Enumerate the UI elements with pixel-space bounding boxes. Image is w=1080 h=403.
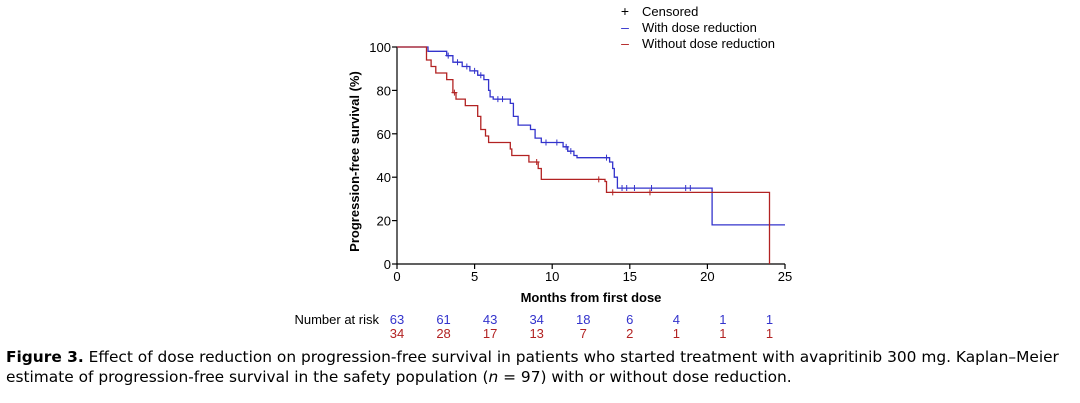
curve-without-dose-reduction [397, 46, 771, 264]
caption-n-symbol: n [488, 368, 499, 386]
chart: 0 20 40 60 80 100 0 5 10 15 20 25 Months from first … [294, 3, 792, 341]
axes: 0 20 40 60 80 100 0 5 10 15 20 25 Months from first … [347, 40, 792, 305]
risk-count-without: 34 [390, 326, 404, 341]
risk-count-without: 1 [766, 326, 773, 341]
censor-mark [553, 139, 560, 146]
legend-symbol: + [621, 3, 629, 19]
risk-count-with: 61 [436, 312, 450, 327]
censor-mark [499, 96, 506, 103]
censor-mark [631, 185, 638, 192]
x-axis-title: Months from first dose [521, 290, 662, 305]
risk-count-without: 2 [626, 326, 633, 341]
risk-table: Number at risk 63346128431734131876241111… [294, 312, 773, 341]
risk-count-without: 7 [580, 326, 587, 341]
censor-mark [445, 52, 452, 59]
censor-mark [687, 185, 694, 192]
risk-count-with: 34 [529, 312, 543, 327]
censor-mark [477, 72, 484, 79]
censor-mark [533, 159, 540, 166]
caption-text-end: = 97) with or without dose reduction. [498, 368, 792, 386]
censor-mark [454, 59, 461, 66]
legend: + Censored– With dose reduction– Without do… [621, 3, 775, 51]
censor-mark [463, 63, 470, 70]
x-tick-label: 15 [623, 269, 637, 284]
risk-count-without: 1 [673, 326, 680, 341]
caption-label: Figure 3. [6, 348, 84, 366]
x-tick-label: 5 [471, 269, 478, 284]
censor-mark [542, 139, 549, 146]
risk-count-with: 63 [390, 312, 404, 327]
risk-count-without: 17 [483, 326, 497, 341]
risk-count-without: 1 [719, 326, 726, 341]
risk-count-with: 43 [483, 312, 497, 327]
x-tick-label: 25 [778, 269, 792, 284]
risk-count-with: 1 [719, 312, 726, 327]
risk-count-with: 6 [626, 312, 633, 327]
caption-text: Effect of dose reduction on progression-… [6, 348, 1059, 386]
censor-mark [451, 89, 458, 96]
y-tick-label: 80 [377, 83, 391, 98]
x-tick-label: 0 [393, 269, 400, 284]
y-axis-title: Progression-free survival (%) [347, 71, 362, 252]
y-tick-label: 100 [369, 40, 391, 55]
legend-label: With dose reduction [642, 20, 757, 35]
censor-mark [646, 189, 653, 196]
curves [397, 46, 785, 264]
risk-count-with: 1 [766, 312, 773, 327]
legend-label: Without dose reduction [642, 36, 775, 51]
legend-symbol: – [621, 19, 629, 35]
y-tick-label: 20 [377, 214, 391, 229]
censor-mark [648, 185, 655, 192]
x-tick-label: 10 [545, 269, 559, 284]
censor-mark [471, 67, 478, 74]
censor-mark [595, 176, 602, 183]
risk-table-label: Number at risk [294, 312, 379, 327]
risk-count-without: 28 [436, 326, 450, 341]
risk-count-with: 4 [673, 312, 680, 327]
risk-count-without: 13 [529, 326, 543, 341]
curve-with-dose-reduction [397, 46, 785, 226]
censor-mark [563, 143, 570, 150]
censor-mark [603, 154, 610, 161]
censor-mark [609, 189, 616, 196]
figure-caption: Figure 3. Effect of dose reduction on pr… [6, 347, 1074, 387]
x-tick-label: 20 [700, 269, 714, 284]
y-tick-label: 0 [384, 257, 391, 272]
y-tick-label: 60 [377, 127, 391, 142]
risk-count-with: 18 [576, 312, 590, 327]
legend-symbol: – [621, 35, 629, 51]
censor-mark [567, 148, 574, 155]
legend-label: Censored [642, 4, 698, 19]
censor-marks [445, 52, 694, 196]
censor-mark [623, 185, 630, 192]
y-tick-label: 40 [377, 170, 391, 185]
